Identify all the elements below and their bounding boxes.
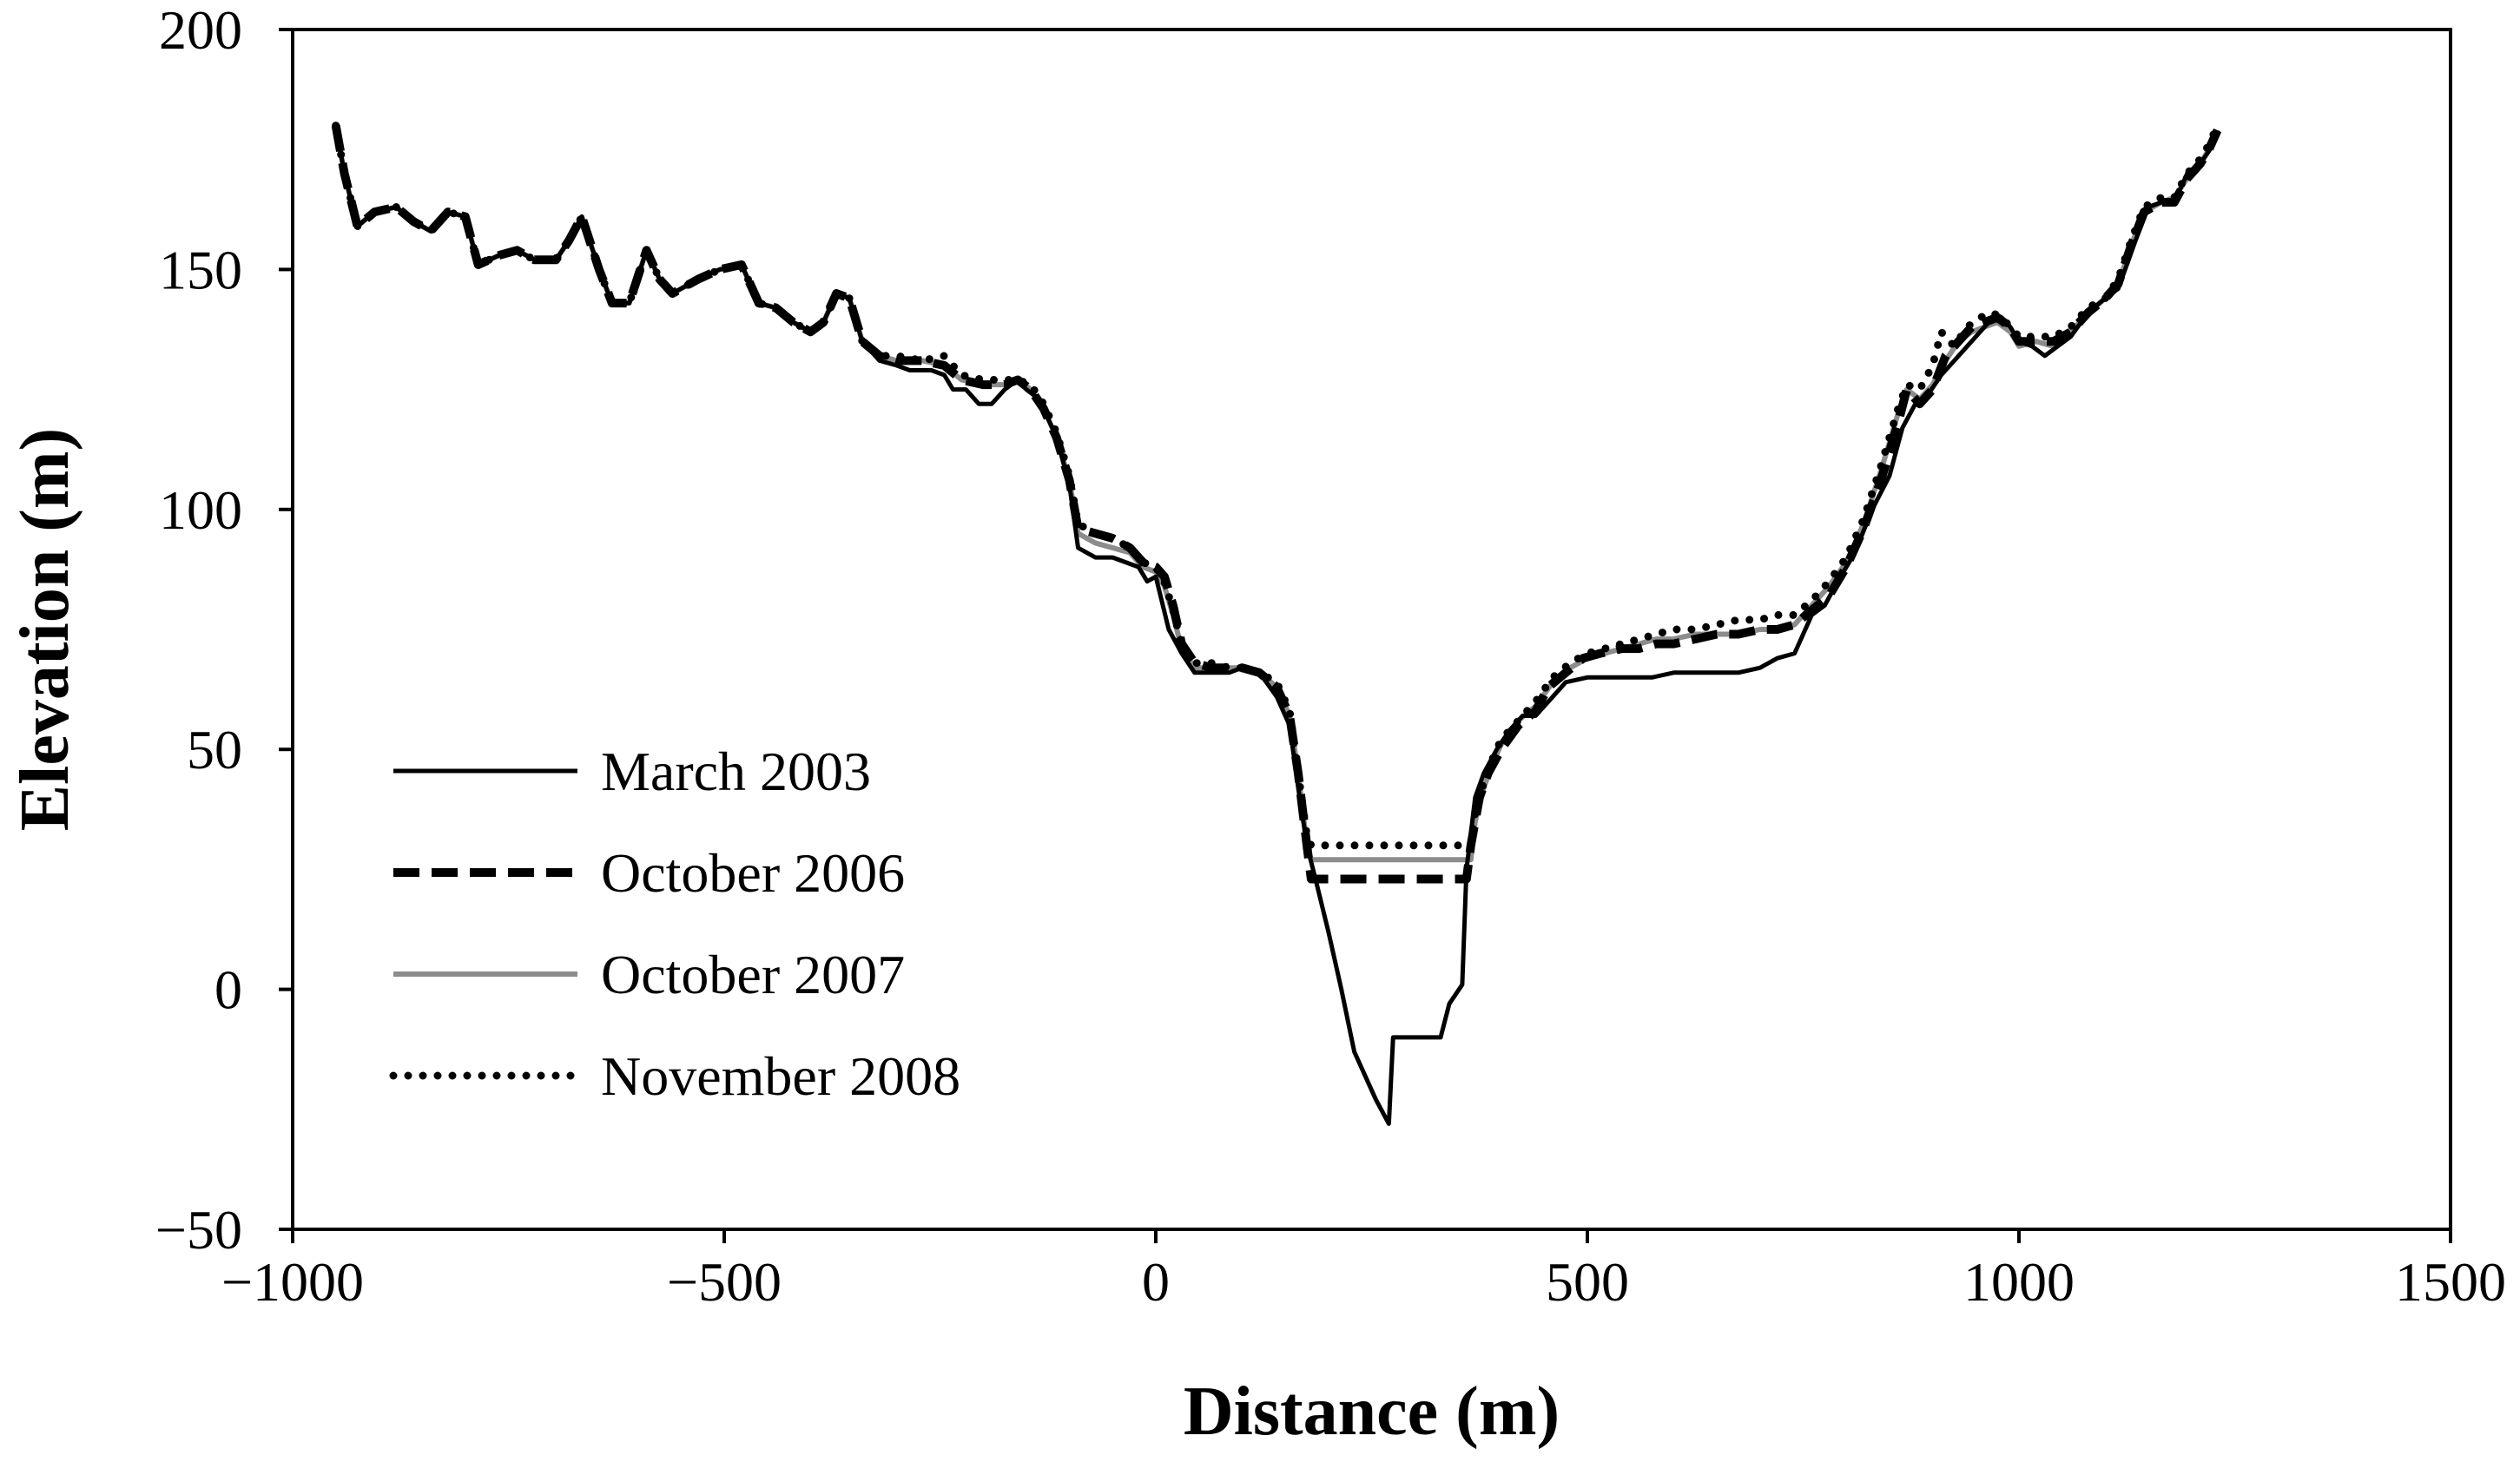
legend-label: October 2006 (601, 842, 905, 904)
legend: March 2003 October 2006 October 2007 Novemb… (389, 741, 960, 1107)
x-axis-title: Distance (m) (1184, 1373, 1560, 1450)
series-line-november-2008 (332, 122, 2222, 850)
x-tick-label: 0 (1142, 1251, 1170, 1313)
y-tick-label: 150 (159, 239, 242, 300)
y-tick-label: −50 (155, 1199, 242, 1261)
y-axis-ticks: −50 0 50 100 150 200 (155, 0, 293, 1261)
legend-label: October 2007 (601, 944, 905, 1005)
legend-label: March 2003 (601, 741, 871, 802)
x-tick-label: 1500 (2395, 1251, 2506, 1313)
x-tick-label: 1000 (1963, 1251, 2075, 1313)
legend-label: November 2008 (601, 1045, 960, 1107)
series-line-march-2003 (333, 125, 2220, 1126)
x-tick-label: −500 (667, 1251, 782, 1313)
y-tick-label: 50 (187, 719, 242, 780)
y-tick-label: 200 (159, 0, 242, 61)
series-group (331, 122, 2222, 1126)
y-tick-label: 100 (159, 479, 242, 541)
plot-frame (291, 28, 2452, 1231)
y-tick-label: 0 (214, 959, 242, 1021)
y-axis-title: Elevation (m) (7, 428, 83, 831)
x-tick-label: 500 (1546, 1251, 1629, 1313)
x-tick-label: −1000 (221, 1251, 364, 1313)
x-axis-ticks: −1000 −500 0 500 1000 1500 (221, 1229, 2506, 1313)
